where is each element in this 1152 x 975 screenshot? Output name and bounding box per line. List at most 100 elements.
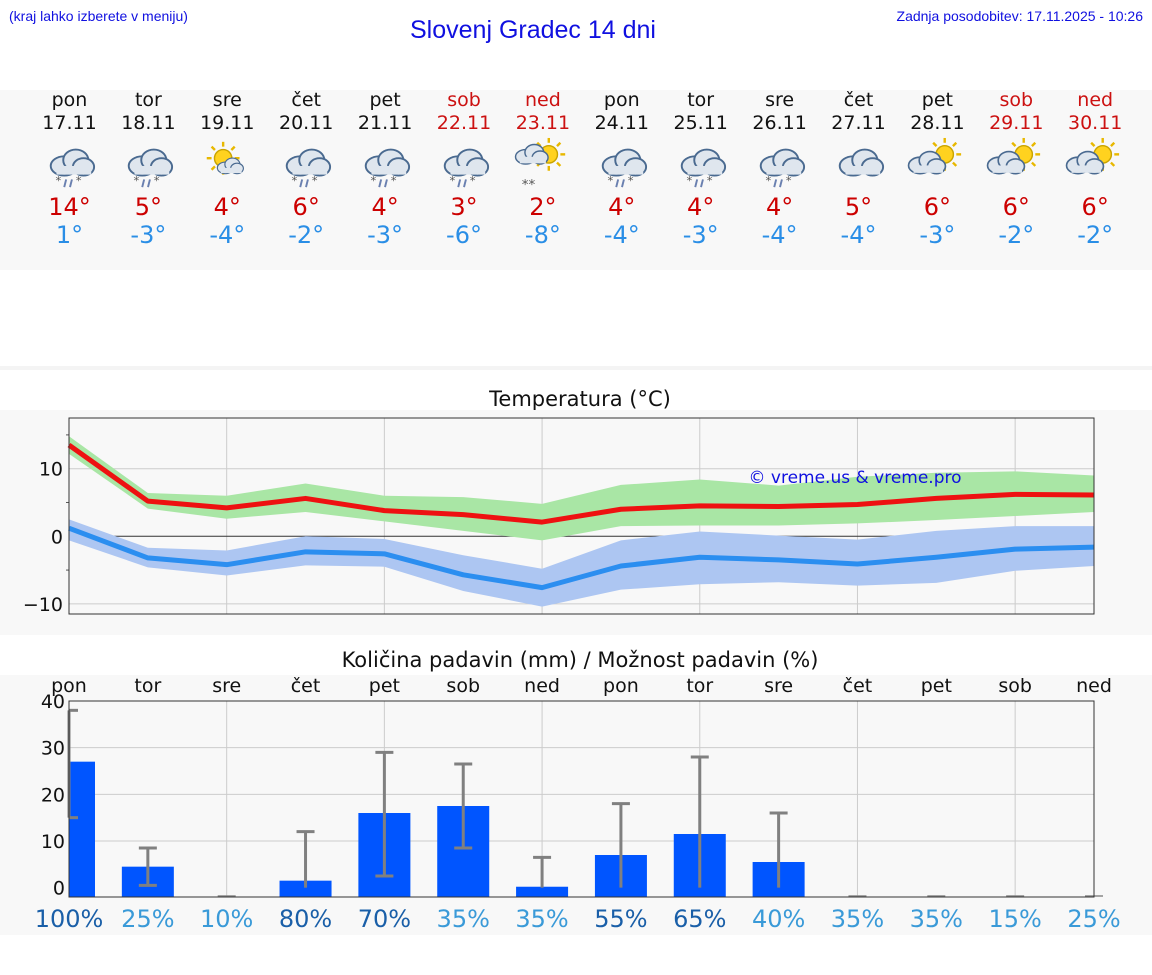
day-name: čet — [843, 89, 874, 111]
max-temperature: 3° — [450, 193, 478, 221]
day-name: sre — [765, 89, 795, 111]
watermark: © vreme.us & vreme.pro — [748, 468, 961, 488]
day-date: 19.11 — [200, 112, 255, 134]
max-temperature-band — [69, 436, 1094, 541]
precipitation-probability: 15% — [988, 905, 1041, 933]
y-tick-label: 30 — [41, 738, 65, 760]
day-date: 21.11 — [357, 112, 413, 134]
svg-text:*: * — [628, 173, 634, 187]
svg-text:*: * — [134, 173, 140, 187]
day-name: sre — [212, 89, 242, 111]
precipitation-probability: 35% — [831, 905, 884, 933]
day-date: 17.11 — [42, 112, 97, 134]
day-date: 23.11 — [515, 112, 571, 134]
svg-text:*: * — [470, 173, 476, 187]
forecast-band — [0, 90, 1152, 270]
day-forecast: ned 23.11 ** 2° -8° — [503, 88, 582, 249]
day-date: 26.11 — [752, 112, 807, 134]
svg-text:*: * — [686, 173, 692, 187]
x-category-label: ned — [1076, 675, 1112, 697]
day-forecast: čet 27.11 5° -4° — [819, 88, 898, 249]
weather-icon — [188, 137, 267, 191]
weather-icon: ** — [661, 137, 740, 191]
svg-text:*: * — [450, 173, 456, 187]
weather-icon — [1056, 137, 1135, 191]
min-temperature-band — [69, 519, 1094, 607]
min-temperature: -8° — [524, 221, 561, 249]
max-temperature: 4° — [687, 193, 715, 221]
precipitation-probability: 40% — [752, 905, 805, 933]
x-category-label: sre — [764, 675, 793, 697]
precipitation-probability: 80% — [279, 905, 332, 933]
day-forecast: pet 21.11 * * 4° -3° — [346, 88, 425, 249]
day-name: tor — [134, 89, 162, 111]
svg-text:*: * — [785, 173, 791, 187]
max-temperature: 2° — [529, 193, 557, 221]
plot-frame — [68, 700, 1095, 898]
x-category-label: sre — [212, 675, 241, 697]
location-menu-hint[interactable]: (kraj lahko izberete v meniju) — [9, 8, 188, 24]
day-date: 25.11 — [673, 112, 728, 134]
max-temperature: 6° — [923, 193, 952, 221]
day-name: ned — [1077, 89, 1114, 111]
svg-text:*: * — [706, 173, 712, 187]
svg-text:**: ** — [522, 177, 536, 191]
day-date: 30.11 — [1067, 112, 1123, 134]
max-temperature: 5° — [844, 193, 873, 221]
weather-icon: ** — [30, 137, 109, 191]
day-forecast: sob 22.11 * * 3° -6° — [425, 88, 504, 249]
x-category-label: tor — [134, 675, 161, 697]
day-forecast: sre 19.11 4° -4° — [188, 88, 267, 249]
min-temperature: -3° — [919, 221, 956, 249]
y-tick-label: −10 — [23, 594, 63, 616]
day-forecast: tor 25.11 * * 4° -3° — [661, 88, 740, 249]
weather-icon: ** — [346, 137, 425, 191]
svg-text:*: * — [312, 173, 318, 187]
precipitation-probability: 10% — [200, 905, 253, 933]
day-name: sob — [999, 89, 1034, 111]
day-name: pet — [921, 89, 953, 111]
day-date: 20.11 — [278, 112, 334, 134]
precipitation-bar — [279, 880, 332, 897]
min-temperature: -4° — [603, 221, 640, 249]
weather-icon — [819, 137, 898, 191]
day-date: 28.11 — [910, 112, 965, 134]
svg-text:*: * — [391, 173, 397, 187]
precipitation-probability: 65% — [673, 905, 726, 933]
x-category-label: ned — [524, 675, 560, 697]
svg-text:*: * — [607, 173, 613, 187]
x-category-label: pet — [921, 675, 952, 697]
weather-icon: ** — [267, 137, 346, 191]
precipitation-bar — [516, 886, 569, 897]
day-forecast: pon 24.11 * * 4° -4° — [582, 88, 661, 249]
precipitation-chart-title: Količina padavin (mm) / Možnost padavin … — [341, 648, 819, 672]
day-forecast: sob 29.11 6° -2° — [977, 88, 1056, 249]
precipitation-probability: 35% — [515, 905, 568, 933]
min-temperature: -3° — [682, 221, 719, 249]
weather-icon: ** — [109, 137, 188, 191]
x-category-label: čet — [843, 675, 873, 697]
min-temperature: -4° — [840, 221, 877, 249]
min-temperature: -6° — [446, 221, 482, 249]
svg-text:*: * — [765, 173, 771, 187]
min-temperature: -2° — [1077, 221, 1114, 249]
y-tick-label: 20 — [41, 784, 65, 806]
min-temperature-line — [68, 525, 1095, 591]
max-temperature: 6° — [1081, 193, 1109, 221]
x-category-label: tor — [686, 675, 713, 697]
x-category-label: pon — [603, 675, 639, 697]
min-temperature: -3° — [367, 221, 404, 249]
day-forecast: pon 17.11 * * 14° 1° — [30, 88, 109, 249]
min-temperature: -2° — [998, 221, 1035, 249]
weather-icon: ** — [582, 137, 661, 191]
y-tick-label: 40 — [41, 691, 65, 713]
day-forecast: čet 20.11 * * 6° -2° — [267, 88, 346, 249]
max-temperature: 14° — [48, 193, 91, 221]
day-name: čet — [291, 89, 321, 111]
max-temperature: 6° — [1002, 193, 1030, 221]
max-temperature: 4° — [608, 193, 636, 221]
day-name: sob — [447, 89, 481, 111]
day-forecast: ned 30.11 6° -2° — [1056, 88, 1135, 249]
x-category-label: sob — [446, 675, 480, 697]
svg-text:*: * — [154, 173, 160, 187]
